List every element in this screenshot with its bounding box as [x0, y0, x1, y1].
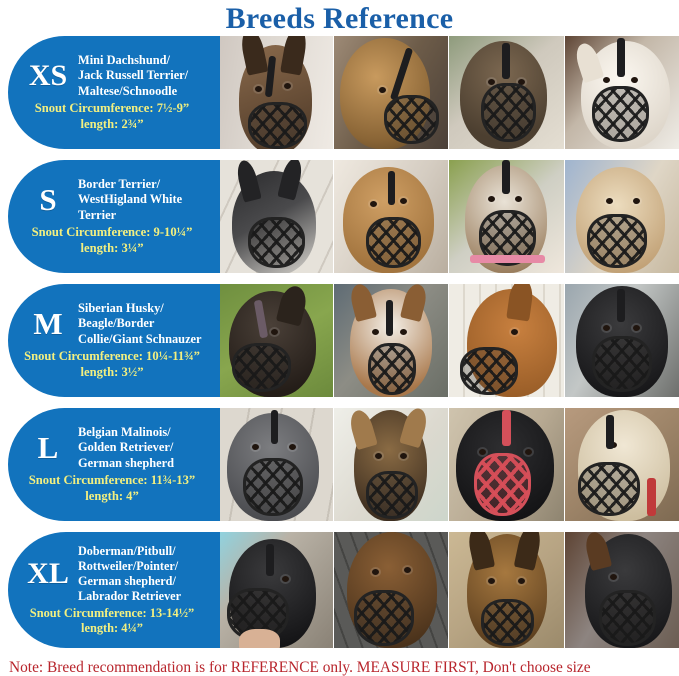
photo-m-2 — [333, 284, 448, 397]
breed-line: Rottweiler/Pointer/ — [78, 559, 179, 573]
pill-top-l: L Belgian Malinois/ Golden Retriever/ Ge… — [8, 425, 220, 472]
measurements-s: Snout Circumference: 9-10¼” length: 3¼” — [8, 223, 220, 256]
note-line-1: Note: Breed recommendation is for REFERE… — [9, 659, 591, 676]
breed-line: Terrier — [78, 207, 117, 222]
snout-circumference: Snout Circumference: 11¾-13” — [28, 473, 196, 488]
photo-xl-1 — [218, 532, 333, 648]
snout-circumference: Snout Circumference: 13-14½” — [29, 606, 195, 620]
snout-length: length: 2¾” — [80, 116, 144, 131]
snout-length: length: 3½” — [80, 364, 144, 379]
breed-list-l: Belgian Malinois/ Golden Retriever/ Germ… — [76, 425, 220, 472]
size-row-xs: XS Mini Dachshund/ Jack Russell Terrier/… — [0, 36, 679, 149]
photo-l-3 — [449, 408, 564, 521]
size-letter-xl: XL — [27, 557, 69, 590]
size-letter-l: L — [37, 430, 59, 465]
breed-line: Border Terrier/ — [78, 176, 161, 191]
breed-line: Labrador Retriever — [78, 589, 181, 603]
photo-s-4 — [564, 160, 679, 273]
pill-top-s: S Border Terrier/ WestHigland White Terr… — [8, 177, 220, 224]
breed-line: WestHigland White — [78, 192, 183, 207]
snout-circumference: Snout Circumference: 10¼-11¾” — [24, 349, 200, 364]
page-title: Breeds Reference — [225, 2, 454, 35]
photo-xs-1 — [218, 36, 333, 149]
photo-xs-2 — [333, 36, 448, 149]
photo-strip-l — [218, 408, 679, 521]
breed-line: Maltese/Schnoodle — [78, 83, 178, 98]
pill-top-m: M Siberian Husky/ Beagle/Border Collie/G… — [8, 301, 220, 348]
photo-strip-s — [218, 160, 679, 273]
size-pill-s: S Border Terrier/ WestHigland White Terr… — [8, 160, 220, 273]
reference-note: Note: Breed recommendation is for REFERE… — [0, 654, 679, 676]
size-letter-m: M — [33, 306, 63, 341]
size-row-m: M Siberian Husky/ Beagle/Border Collie/G… — [0, 284, 679, 397]
snout-length: length: 4¼” — [81, 621, 143, 635]
breed-line: Collie/Giant Schnauzer — [78, 331, 202, 346]
snout-circumference: Snout Circumference: 7½-9” — [34, 101, 190, 116]
photo-strip-xl — [218, 532, 679, 648]
photo-xl-3 — [449, 532, 564, 648]
snout-length: length: 4” — [85, 488, 139, 503]
photo-s-2 — [333, 160, 448, 273]
photo-strip-xs — [218, 36, 679, 149]
size-pill-xl: XL Doberman/Pitbull/ Rottweiler/Pointer/… — [8, 532, 220, 648]
breed-line: Mini Dachshund/ — [78, 52, 170, 67]
photo-m-4 — [564, 284, 679, 397]
breed-list-xl: Doberman/Pitbull/ Rottweiler/Pointer/ Ge… — [76, 544, 220, 604]
breed-line: German shepherd/ — [78, 574, 176, 588]
snout-length: length: 3¼” — [80, 240, 144, 255]
breed-list-xs: Mini Dachshund/ Jack Russell Terrier/ Ma… — [76, 53, 220, 100]
snout-circumference: Snout Circumference: 9-10¼” — [31, 225, 193, 240]
breed-list-s: Border Terrier/ WestHigland White Terrie… — [76, 177, 220, 224]
breed-line: Beagle/Border — [78, 316, 155, 331]
breed-line: Golden Retriever/ — [78, 440, 174, 455]
measurements-xs: Snout Circumference: 7½-9” length: 2¾” — [8, 99, 220, 132]
size-letter-s: S — [39, 182, 57, 217]
photo-s-3 — [449, 160, 564, 273]
size-letter-xs: XS — [28, 59, 68, 92]
size-rows-container: XS Mini Dachshund/ Jack Russell Terrier/… — [0, 36, 679, 648]
size-pill-l: L Belgian Malinois/ Golden Retriever/ Ge… — [8, 408, 220, 521]
breed-line: Siberian Husky/ — [78, 300, 164, 315]
photo-xl-2 — [333, 532, 448, 648]
photo-xl-4 — [564, 532, 679, 648]
size-row-l: L Belgian Malinois/ Golden Retriever/ Ge… — [0, 408, 679, 521]
photo-s-1 — [218, 160, 333, 273]
size-row-s: S Border Terrier/ WestHigland White Terr… — [0, 160, 679, 273]
measurements-m: Snout Circumference: 10¼-11¾” length: 3½… — [8, 347, 220, 380]
photo-l-2 — [333, 408, 448, 521]
photo-m-3 — [449, 284, 564, 397]
photo-l-1 — [218, 408, 333, 521]
photo-xs-4 — [564, 36, 679, 149]
photo-xs-3 — [449, 36, 564, 149]
breed-line: Doberman/Pitbull/ — [78, 544, 176, 558]
photo-l-4 — [564, 408, 679, 521]
breed-line: Jack Russell Terrier/ — [78, 68, 189, 83]
photo-m-1 — [218, 284, 333, 397]
breed-line: German shepherd — [78, 455, 175, 470]
breed-list-m: Siberian Husky/ Beagle/Border Collie/Gia… — [76, 301, 220, 348]
pill-top-xl: XL Doberman/Pitbull/ Rottweiler/Pointer/… — [8, 544, 220, 604]
measurements-l: Snout Circumference: 11¾-13” length: 4” — [8, 471, 220, 504]
size-pill-m: M Siberian Husky/ Beagle/Border Collie/G… — [8, 284, 220, 397]
measurements-xl: Snout Circumference: 13-14½” length: 4¼” — [8, 604, 220, 636]
photo-strip-m — [218, 284, 679, 397]
size-row-xl: XL Doberman/Pitbull/ Rottweiler/Pointer/… — [0, 532, 679, 648]
size-pill-xs: XS Mini Dachshund/ Jack Russell Terrier/… — [8, 36, 220, 149]
pill-top-xs: XS Mini Dachshund/ Jack Russell Terrier/… — [8, 53, 220, 100]
breed-line: Belgian Malinois/ — [78, 424, 171, 439]
